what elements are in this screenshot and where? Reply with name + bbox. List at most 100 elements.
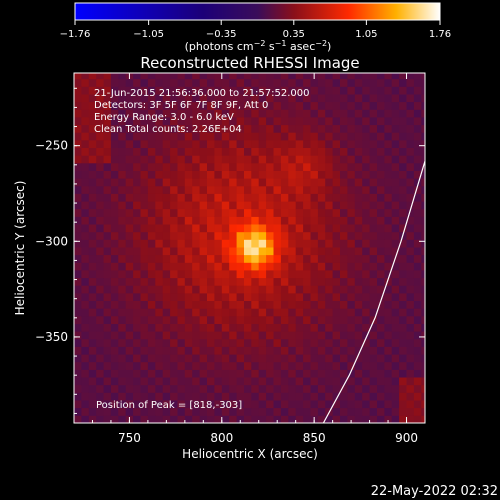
- heatmap-cell: [110, 117, 119, 126]
- heatmap-cell: [295, 101, 304, 110]
- heatmap-cell: [147, 185, 156, 194]
- heatmap-cell: [221, 384, 230, 393]
- heatmap-cell: [140, 247, 149, 256]
- heatmap-cell: [399, 162, 407, 171]
- heatmap-cell: [214, 162, 223, 171]
- heatmap-cell: [391, 346, 400, 355]
- heatmap-cell: [354, 270, 363, 279]
- heatmap-cell: [295, 208, 304, 217]
- heatmap-cell: [303, 94, 311, 103]
- heatmap-cell: [140, 415, 149, 423]
- heatmap-cell: [377, 415, 385, 423]
- heatmap-cell: [354, 277, 363, 286]
- heatmap-cell: [221, 300, 230, 309]
- x-tick-label: 750: [118, 431, 141, 445]
- heatmap-cell: [170, 132, 178, 141]
- heatmap-cell: [74, 338, 82, 347]
- heatmap-cell: [155, 292, 164, 301]
- heatmap-cell: [377, 407, 385, 416]
- heatmap-cell: [162, 346, 171, 355]
- heatmap-cell: [332, 285, 341, 294]
- heatmap-cell: [288, 78, 297, 87]
- heatmap-cell: [170, 193, 178, 202]
- heatmap-cell: [96, 277, 104, 286]
- heatmap-cell: [147, 208, 156, 217]
- heatmap-cell: [162, 384, 171, 393]
- heatmap-cell: [81, 254, 90, 263]
- heatmap-cell: [258, 407, 267, 416]
- heatmap-cell: [96, 208, 104, 217]
- heatmap-cell: [340, 400, 348, 409]
- heatmap-cell: [280, 384, 289, 393]
- heatmap-cell: [288, 208, 297, 217]
- heatmap-cell: [192, 185, 200, 194]
- heatmap-cell: [406, 392, 415, 401]
- heatmap-cell: [384, 384, 393, 393]
- heatmap-cell: [103, 155, 112, 164]
- heatmap-cell: [155, 323, 164, 332]
- heatmap-cell: [96, 247, 104, 256]
- heatmap-cell: [317, 331, 326, 340]
- heatmap-cell: [340, 224, 348, 233]
- heatmap-cell: [207, 262, 215, 271]
- heatmap-cell: [317, 201, 326, 210]
- heatmap-cell: [81, 270, 90, 279]
- heatmap-cell: [413, 193, 422, 202]
- heatmap-cell: [354, 178, 363, 187]
- heatmap-cell: [155, 73, 164, 80]
- heatmap-cell: [288, 369, 297, 378]
- heatmap-cell: [369, 109, 378, 118]
- heatmap-cell: [251, 346, 260, 355]
- heatmap-cell: [266, 132, 274, 141]
- heatmap-cell: [140, 109, 149, 118]
- heatmap-cell: [280, 109, 289, 118]
- heatmap-cell: [74, 254, 82, 263]
- heatmap-cell: [325, 270, 333, 279]
- heatmap-cell: [354, 323, 363, 332]
- heatmap-cell: [413, 377, 422, 386]
- heatmap-cell: [110, 109, 119, 118]
- heatmap-cell: [406, 354, 415, 363]
- heatmap-cell: [199, 361, 208, 370]
- heatmap-cell: [362, 315, 370, 324]
- heatmap-cell: [332, 400, 341, 409]
- heatmap-cell: [280, 224, 289, 233]
- heatmap-cell: [147, 277, 156, 286]
- heatmap-cell: [236, 139, 245, 148]
- heatmap-cell: [288, 94, 297, 103]
- heatmap-cell: [258, 101, 267, 110]
- heatmap-cell: [199, 331, 208, 340]
- heatmap-cell: [391, 262, 400, 271]
- heatmap-cell: [199, 170, 208, 179]
- heatmap-cell: [214, 277, 223, 286]
- heatmap-cell: [332, 247, 341, 256]
- heatmap-cell: [192, 231, 200, 240]
- heatmap-cell: [347, 308, 356, 317]
- heatmap-cell: [325, 277, 333, 286]
- heatmap-cell: [377, 346, 385, 355]
- heatmap-cell: [413, 216, 422, 225]
- heatmap-cell: [96, 338, 104, 347]
- heatmap-cell: [406, 101, 415, 110]
- heatmap-cell: [177, 201, 186, 210]
- heatmap-cell: [280, 86, 289, 95]
- heatmap-cell: [125, 178, 134, 187]
- heatmap-cell: [251, 239, 260, 248]
- heatmap-cell: [384, 308, 393, 317]
- heatmap-cell: [207, 208, 215, 217]
- heatmap-cell: [362, 369, 370, 378]
- heatmap-cell: [81, 338, 90, 347]
- heatmap-cell: [310, 407, 319, 416]
- heatmap-cell: [384, 117, 393, 126]
- heatmap-cell: [421, 292, 425, 301]
- heatmap-cell: [399, 292, 407, 301]
- heatmap-cell: [170, 361, 178, 370]
- heatmap-cell: [354, 285, 363, 294]
- heatmap-cell: [140, 170, 149, 179]
- heatmap-cell: [147, 201, 156, 210]
- heatmap-cell: [273, 384, 282, 393]
- heatmap-cell: [295, 407, 304, 416]
- heatmap-cell: [229, 369, 237, 378]
- heatmap-cell: [74, 292, 82, 301]
- heatmap-cell: [140, 377, 149, 386]
